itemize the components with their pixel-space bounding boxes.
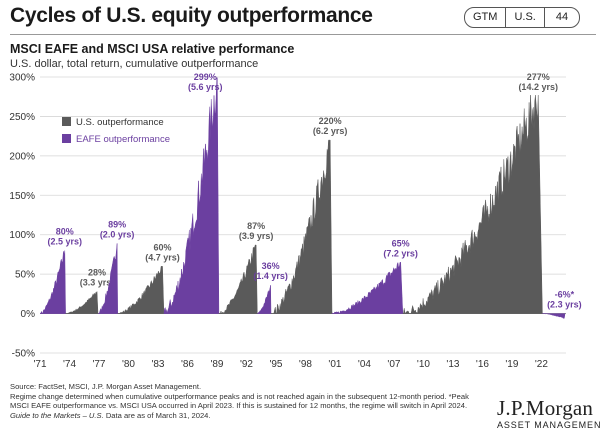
eafe-outperformance-area bbox=[98, 243, 118, 314]
chart-title: MSCI EAFE and MSCI USA relative performa… bbox=[10, 42, 295, 56]
x-tick-label: '16 bbox=[476, 359, 489, 370]
chart-subtitle: U.S. dollar, total return, cumulative ou… bbox=[10, 58, 259, 70]
guide-name: Guide to the Markets – U.S. bbox=[10, 410, 104, 420]
peak-label: 277% bbox=[527, 72, 550, 82]
legend-swatch bbox=[62, 117, 71, 126]
legend-label: EAFE outperformance bbox=[76, 134, 170, 145]
duration-label: (2.3 yrs) bbox=[547, 300, 582, 310]
logo-subtitle: ASSET MANAGEMENT bbox=[497, 420, 601, 430]
x-tick-label: '04 bbox=[358, 359, 371, 370]
x-tick-label: '77 bbox=[92, 359, 105, 370]
y-tick-label: 200% bbox=[9, 151, 35, 162]
x-tick-label: '10 bbox=[417, 359, 430, 370]
legend-label: U.S. outperformance bbox=[76, 117, 164, 128]
y-tick-label: 0% bbox=[21, 309, 36, 320]
y-tick-label: 250% bbox=[9, 112, 35, 123]
x-tick-label: '98 bbox=[299, 359, 312, 370]
peak-label: 80% bbox=[56, 226, 74, 236]
x-tick-label: '71 bbox=[33, 359, 46, 370]
duration-label: (7.2 yrs) bbox=[383, 248, 418, 258]
x-tick-label: '92 bbox=[240, 359, 253, 370]
footnote-regime: Regime change determined when cumulative… bbox=[10, 391, 469, 411]
x-tick-label: '83 bbox=[151, 359, 164, 370]
jpmorgan-logo: J.P.Morgan ASSET MANAGEMENT bbox=[497, 396, 601, 430]
eafe-outperformance-area bbox=[163, 77, 220, 314]
y-tick-label: 300% bbox=[9, 73, 35, 84]
page-title: Cycles of U.S. equity outperformance bbox=[10, 4, 373, 27]
gtm-tag-group: GTM U.S. 44 bbox=[464, 7, 581, 28]
x-tick-label: '13 bbox=[446, 359, 459, 370]
x-tick-label: '89 bbox=[210, 359, 223, 370]
peak-label: 28% bbox=[88, 267, 106, 277]
footnote-source: Source: FactSet, MSCI, J.P. Morgan Asset… bbox=[10, 382, 202, 391]
x-tick-label: '01 bbox=[328, 359, 341, 370]
peak-label: 36% bbox=[262, 261, 280, 271]
peak-label: 60% bbox=[153, 242, 171, 252]
duration-label: (5.6 yrs) bbox=[188, 82, 223, 92]
x-tick-label: '74 bbox=[63, 359, 76, 370]
y-tick-label: -50% bbox=[12, 349, 35, 360]
page-number-tag: 44 bbox=[555, 11, 569, 23]
region-tag: U.S. bbox=[506, 8, 545, 27]
legend-swatch bbox=[62, 134, 71, 143]
title-divider bbox=[10, 34, 596, 35]
peak-label: -6%* bbox=[555, 290, 575, 300]
us-outperformance-area bbox=[271, 139, 333, 315]
x-tick-label: '86 bbox=[181, 359, 194, 370]
duration-label: (6.2 yrs) bbox=[313, 126, 348, 136]
us-outperformance-area bbox=[117, 266, 165, 314]
duration-label: (2.0 yrs) bbox=[100, 229, 135, 239]
x-tick-label: '80 bbox=[122, 359, 135, 370]
x-tick-label: '07 bbox=[387, 359, 400, 370]
peak-label: 89% bbox=[108, 219, 126, 229]
y-tick-label: 50% bbox=[15, 270, 35, 281]
duration-label: (2.5 yrs) bbox=[48, 236, 83, 246]
us-outperformance-area bbox=[217, 244, 258, 315]
duration-label: (3.3 yrs) bbox=[80, 277, 115, 287]
eafe-outperformance-area bbox=[331, 261, 404, 314]
footnote: Source: FactSet, MSCI, J.P. Morgan Asset… bbox=[10, 382, 480, 420]
duration-label: (1.4 yrs) bbox=[253, 271, 288, 281]
peak-label: 65% bbox=[392, 238, 410, 248]
eafe-outperformance-area bbox=[40, 250, 66, 314]
logo-name: J.P.Morgan bbox=[497, 396, 594, 420]
y-tick-label: 150% bbox=[9, 191, 35, 202]
duration-label: (14.2 yrs) bbox=[518, 82, 558, 92]
gtm-tag: GTM bbox=[465, 8, 507, 27]
peak-label: 299% bbox=[194, 72, 217, 82]
x-tick-label: '95 bbox=[269, 359, 282, 370]
duration-label: (3.9 yrs) bbox=[239, 231, 274, 241]
x-tick-label: '19 bbox=[505, 359, 518, 370]
eafe-outperformance-area bbox=[542, 313, 566, 319]
x-tick-label: '22 bbox=[535, 359, 548, 370]
us-outperformance-area bbox=[402, 95, 543, 315]
us-outperformance-area bbox=[65, 291, 99, 314]
eafe-outperformance-area bbox=[257, 285, 272, 314]
data-date: Data are as of March 31, 2024. bbox=[103, 410, 211, 420]
relative-performance-chart: -50% 0% 50% 100% 150% 200% 250% 300% '71 '74 '77 '8… bbox=[9, 72, 582, 370]
footnote-date: Guide to the Markets – U.S. Data are as … bbox=[10, 411, 480, 421]
duration-label: (4.7 yrs) bbox=[145, 252, 180, 262]
peak-label: 220% bbox=[319, 116, 342, 126]
y-tick-label: 100% bbox=[9, 230, 35, 241]
peak-label: 87% bbox=[247, 221, 265, 231]
